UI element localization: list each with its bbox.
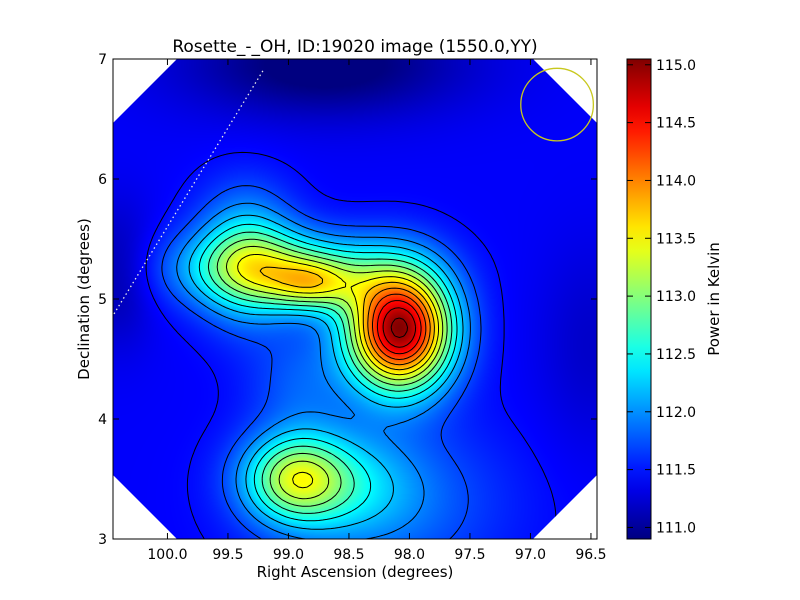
contour-line-1 xyxy=(161,185,482,539)
x-tick-label: 98.0 xyxy=(394,547,425,563)
colorbar-tick-label: 114.5 xyxy=(656,116,696,132)
y-tick-label: 6 xyxy=(98,172,107,188)
contour-line-3 xyxy=(188,214,464,530)
x-tick-label: 97.5 xyxy=(454,547,485,563)
colorbar xyxy=(626,58,652,540)
y-tick-label: 3 xyxy=(98,532,107,548)
contour-line-0 xyxy=(145,151,557,539)
y-tick-label: 5 xyxy=(98,292,107,308)
colorbar-label: Power in Kelvin xyxy=(705,242,723,356)
colorbar-tick-label: 111.0 xyxy=(656,520,696,536)
colorbar-tick-label: 113.5 xyxy=(656,231,696,247)
beam-circle xyxy=(520,67,595,142)
colorbar-tick-label: 114.0 xyxy=(656,173,696,189)
contour-line-7 xyxy=(225,245,444,500)
dotted-line xyxy=(113,68,265,317)
contour-line-12 xyxy=(376,300,422,355)
x-tick-label: 99.0 xyxy=(273,547,304,563)
x-tick-label: 100.0 xyxy=(147,547,187,563)
y-tick-label: 4 xyxy=(98,412,107,428)
y-axis-label: Declination (degrees) xyxy=(75,218,93,380)
x-tick-label: 96.5 xyxy=(575,547,606,563)
x-axis-ticks: 100.0 99.5 99.0 98.5 98.0 97.5 97.0 96.5 xyxy=(147,59,607,563)
contour-line-5 xyxy=(207,231,453,514)
x-tick-label: 99.5 xyxy=(212,547,243,563)
y-tick-label: 7 xyxy=(98,52,107,68)
contour-line-8 xyxy=(237,254,439,489)
y-axis-ticks: 3 4 5 6 7 xyxy=(98,52,597,548)
contour-line-2 xyxy=(176,202,471,539)
contour-line-9 xyxy=(259,266,435,371)
contour-line-11 xyxy=(372,293,427,360)
colorbar-ticks: 111.0 111.5 112.0 112.5 113.0 113.5 114.0 114.5… xyxy=(627,58,696,536)
contour-line-6 xyxy=(216,238,448,507)
x-axis-label: Right Ascension (degrees) xyxy=(257,563,454,581)
colorbar-tick-label: 111.5 xyxy=(656,463,696,479)
colorbar-tick-label: 112.5 xyxy=(656,347,696,363)
contour-line-4 xyxy=(198,223,458,522)
plot-area xyxy=(113,59,597,539)
contour-line-10 xyxy=(367,287,431,366)
contour-lines xyxy=(145,151,557,539)
contour-line-14 xyxy=(390,317,408,338)
x-tick-label: 97.0 xyxy=(515,547,546,563)
contour-line-13 xyxy=(382,307,417,348)
x-tick-label: 98.5 xyxy=(333,547,364,563)
colorbar-tick-label: 112.0 xyxy=(656,405,696,421)
colorbar-tick-label: 115.0 xyxy=(656,58,696,74)
colorbar-tick-label: 113.0 xyxy=(656,289,696,305)
chart-title: Rosette_-_OH, ID:19020 image (1550.0,YY) xyxy=(172,37,537,57)
